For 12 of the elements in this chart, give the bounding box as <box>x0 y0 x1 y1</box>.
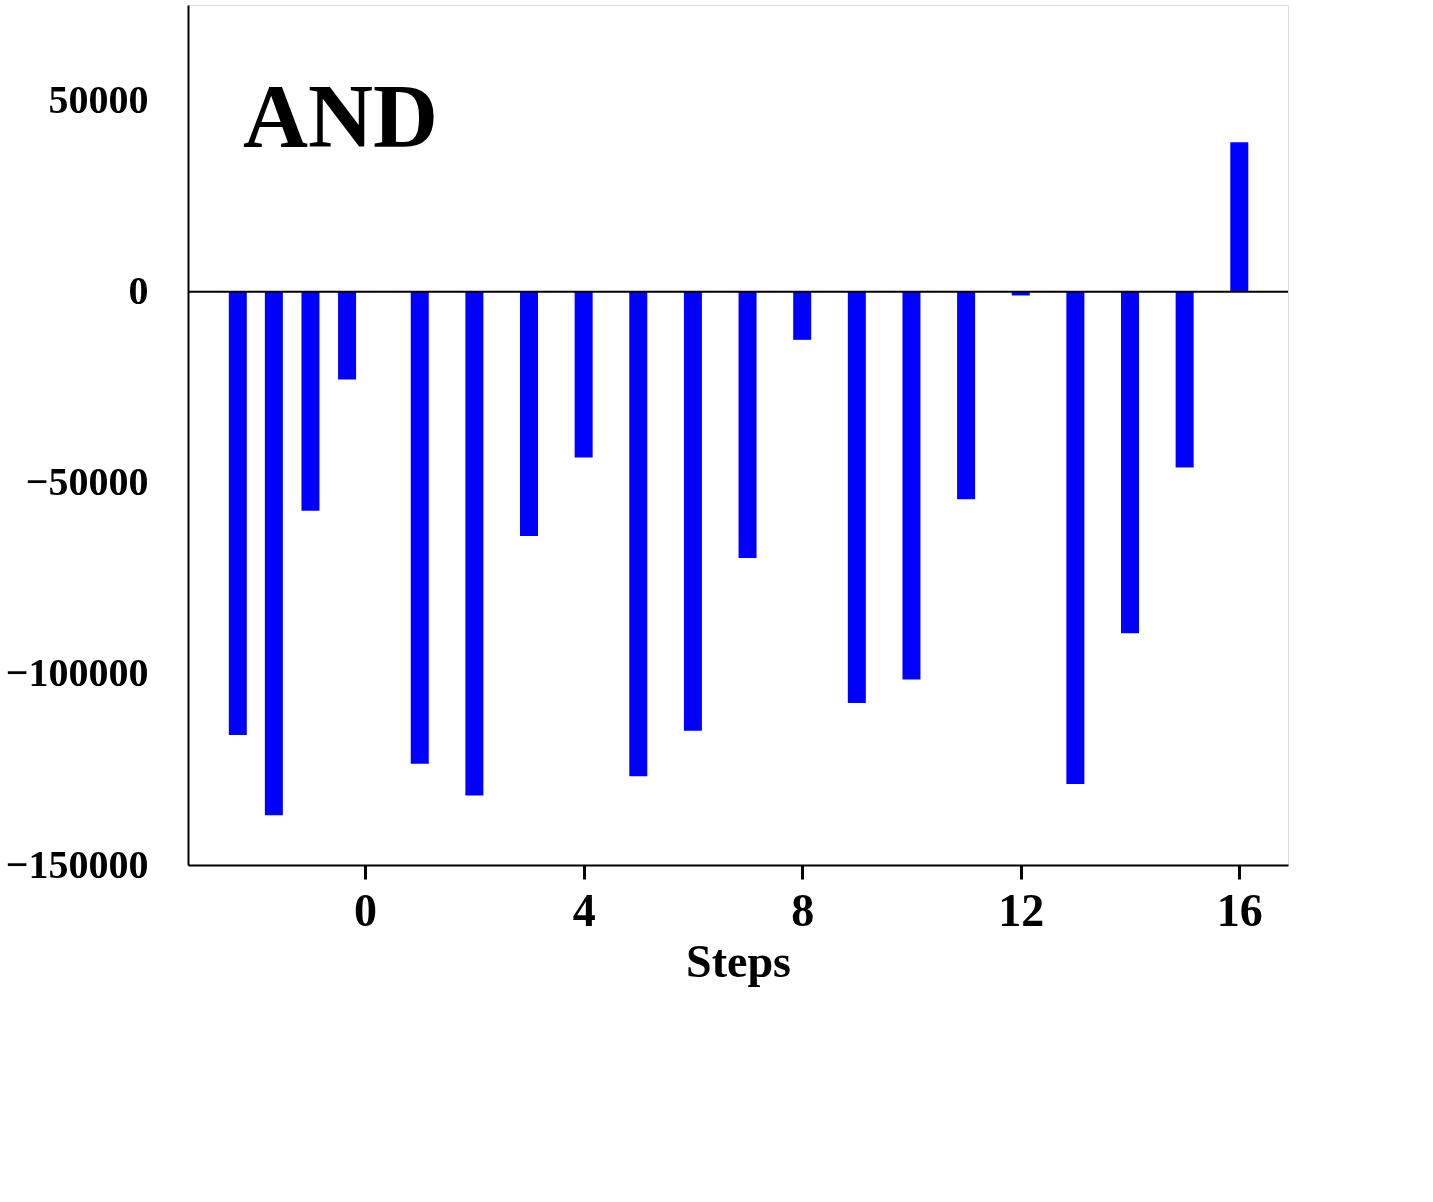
y-tick-label: −50000 <box>25 459 149 505</box>
x-tick-label: 4 <box>572 884 596 936</box>
annotation: AND <box>243 67 438 166</box>
x-axis-title: Steps <box>686 935 791 987</box>
x-tick-label: 12 <box>998 884 1045 936</box>
x-tick-label: 8 <box>791 884 815 936</box>
x-tick-label: 16 <box>1216 884 1263 936</box>
y-tick-label: 0 <box>128 268 149 314</box>
x-tick-label: 0 <box>354 884 378 936</box>
y-tick-label: −150000 <box>5 841 149 887</box>
y-tick-label: −100000 <box>5 650 149 696</box>
y-tick-label: 50000 <box>48 77 149 123</box>
